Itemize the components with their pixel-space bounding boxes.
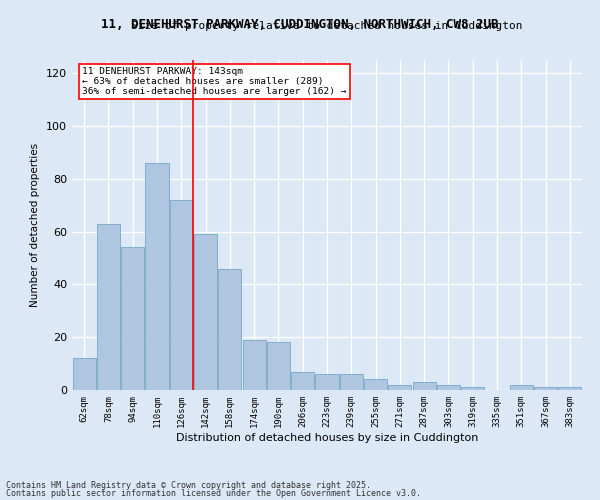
Text: 11 DENEHURST PARKWAY: 143sqm
← 63% of detached houses are smaller (289)
36% of s: 11 DENEHURST PARKWAY: 143sqm ← 63% of de… [82,66,347,96]
Text: Contains public sector information licensed under the Open Government Licence v3: Contains public sector information licen… [6,489,421,498]
Y-axis label: Number of detached properties: Number of detached properties [31,143,40,307]
Bar [461,388,484,390]
Bar [145,163,169,390]
Bar [121,248,144,390]
Bar [388,384,412,390]
Bar [73,358,95,390]
Bar [510,384,533,390]
X-axis label: Distribution of detached houses by size in Cuddington: Distribution of detached houses by size … [176,432,478,442]
Bar [364,380,387,390]
Bar [194,234,217,390]
Bar [267,342,290,390]
Bar [340,374,363,390]
Bar [437,384,460,390]
Text: Contains HM Land Registry data © Crown copyright and database right 2025.: Contains HM Land Registry data © Crown c… [6,480,371,490]
Bar [534,388,557,390]
Bar [413,382,436,390]
Bar [218,268,241,390]
Text: 11, DENEHURST PARKWAY, CUDDINGTON, NORTHWICH, CW8 2UB: 11, DENEHURST PARKWAY, CUDDINGTON, NORTH… [101,18,499,30]
Bar [559,388,581,390]
Bar [242,340,266,390]
Bar [316,374,338,390]
Bar [291,372,314,390]
Bar [170,200,193,390]
Title: Size of property relative to detached houses in Cuddington: Size of property relative to detached ho… [131,22,523,32]
Bar [97,224,120,390]
